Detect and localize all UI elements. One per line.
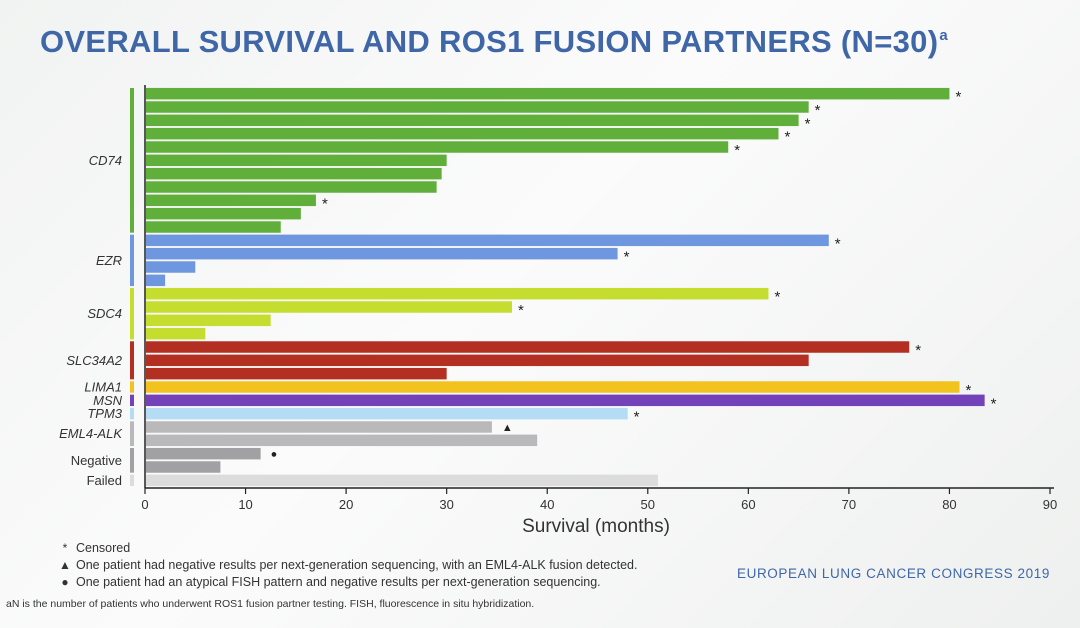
marker-ezr-2: *	[624, 249, 630, 266]
x-tick-label-40: 40	[540, 497, 554, 512]
group-label-negative: Negative	[71, 453, 122, 468]
x-tick-label-80: 80	[942, 497, 956, 512]
marker-sdc4-1: *	[774, 289, 780, 306]
marker-cd74-1: *	[955, 89, 961, 106]
x-ticks: 0 10 20 30 40 50 60 70 80 90	[141, 488, 1057, 512]
marker-tpm3-1: *	[634, 409, 640, 426]
marker-msn-1: *	[991, 395, 997, 412]
chart-title: OVERALL SURVIVAL AND ROS1 FUSION PARTNER…	[40, 24, 948, 60]
bar-ezr-1	[146, 234, 829, 247]
group-strip-sdc4	[130, 288, 134, 340]
bar-cd74-5	[146, 141, 729, 153]
group-strips	[130, 88, 134, 486]
group-label-msn: MSN	[93, 393, 123, 408]
group-strip-failed	[130, 474, 134, 486]
legend-censored: * Censored	[58, 541, 131, 555]
group-label-sdc4: SDC4	[87, 306, 122, 321]
bar-negative-2	[146, 461, 221, 473]
bar-slc34a2-1	[146, 341, 910, 353]
group-strip-msn	[130, 394, 134, 406]
bar-cd74-1	[146, 87, 950, 100]
markers-layer: **************▲●	[271, 89, 997, 461]
bar-tpm3-1	[146, 407, 628, 420]
marker-cd74-9: *	[322, 195, 328, 212]
x-tick-label-60: 60	[741, 497, 755, 512]
marker-lima1-1: *	[966, 382, 972, 399]
marker-sdc4-2: *	[518, 302, 524, 319]
group-strip-lima1	[130, 381, 134, 393]
legend-circle-text: One patient had an atypical FISH pattern…	[76, 575, 601, 589]
bars-layer	[146, 87, 985, 487]
legend-censored-text: Censored	[76, 541, 131, 555]
marker-cd74-4: *	[785, 129, 791, 146]
x-tick-label-20: 20	[339, 497, 353, 512]
bar-cd74-4	[146, 127, 779, 140]
group-label-ezr: EZR	[96, 253, 122, 268]
bar-ezr-2	[146, 247, 618, 260]
marker-eml4-alk-1: ▲	[502, 422, 513, 434]
x-tick-label-30: 30	[439, 497, 453, 512]
congress-label: EUROPEAN LUNG CANCER CONGRESS 2019	[737, 566, 1050, 581]
group-strip-ezr	[130, 234, 134, 286]
group-strip-slc34a2	[130, 341, 134, 380]
bar-msn-1	[146, 394, 985, 407]
x-tick-label-10: 10	[238, 497, 252, 512]
x-axis-label: Survival (months)	[522, 516, 670, 537]
marker-slc34a2-1: *	[915, 342, 921, 359]
group-label-failed: Failed	[87, 473, 122, 488]
bar-ezr-4	[146, 274, 166, 287]
group-label-slc34a2: SLC34A2	[66, 353, 122, 368]
bar-slc34a2-3	[146, 367, 447, 380]
marker-cd74-2: *	[815, 102, 821, 119]
bar-cd74-11	[146, 221, 281, 233]
x-tick-label-50: 50	[641, 497, 655, 512]
legend-circle: ● One patient had an atypical FISH patter…	[58, 575, 601, 589]
bar-cd74-9	[146, 194, 316, 207]
x-tick-label-90: 90	[1043, 497, 1057, 512]
bar-cd74-10	[146, 207, 301, 220]
bar-cd74-3	[146, 114, 799, 127]
bar-cd74-2	[146, 101, 809, 113]
bar-negative-1	[146, 447, 261, 460]
legend-asterisk-symbol: *	[62, 541, 68, 555]
group-label-eml4-alk: EML4-ALK	[59, 426, 123, 441]
bar-ezr-3	[146, 261, 196, 273]
group-strip-negative	[130, 448, 134, 473]
chart-title-text: OVERALL SURVIVAL AND ROS1 FUSION PARTNER…	[40, 24, 939, 59]
bar-cd74-7	[146, 167, 442, 180]
legend-triangle: ▲ One patient had negative results per ne…	[58, 558, 637, 572]
bar-sdc4-4	[146, 327, 206, 340]
marker-cd74-5: *	[734, 142, 740, 159]
group-label-lima1: LIMA1	[84, 380, 122, 395]
marker-cd74-3: *	[805, 115, 811, 132]
group-label-tpm3: TPM3	[87, 406, 122, 421]
bar-sdc4-3	[146, 314, 271, 327]
x-tick-label-70: 70	[842, 497, 856, 512]
group-strip-eml4-alk	[130, 421, 134, 446]
chart-title-superscript: a	[939, 27, 948, 44]
bar-eml4-alk-1	[146, 421, 492, 433]
legend-triangle-symbol: ▲	[59, 558, 71, 572]
group-strip-tpm3	[130, 408, 134, 420]
bar-cd74-6	[146, 154, 447, 167]
footnote: aN is the number of patients who underwe…	[6, 598, 535, 610]
bar-failed-1	[146, 474, 658, 487]
bar-sdc4-2	[146, 301, 513, 313]
marker-negative-1: ●	[271, 449, 278, 461]
group-strip-cd74	[130, 88, 134, 233]
bar-cd74-8	[146, 181, 437, 193]
bar-eml4-alk-2	[146, 434, 538, 447]
legend-triangle-text: One patient had negative results per nex…	[76, 558, 638, 572]
group-label-cd74: CD74	[89, 153, 122, 168]
bar-sdc4-1	[146, 287, 769, 300]
x-tick-label-0: 0	[141, 497, 148, 512]
marker-ezr-1: *	[835, 235, 841, 252]
bar-lima1-1	[146, 381, 960, 393]
bar-slc34a2-2	[146, 354, 809, 367]
legend-circle-symbol: ●	[61, 575, 69, 589]
